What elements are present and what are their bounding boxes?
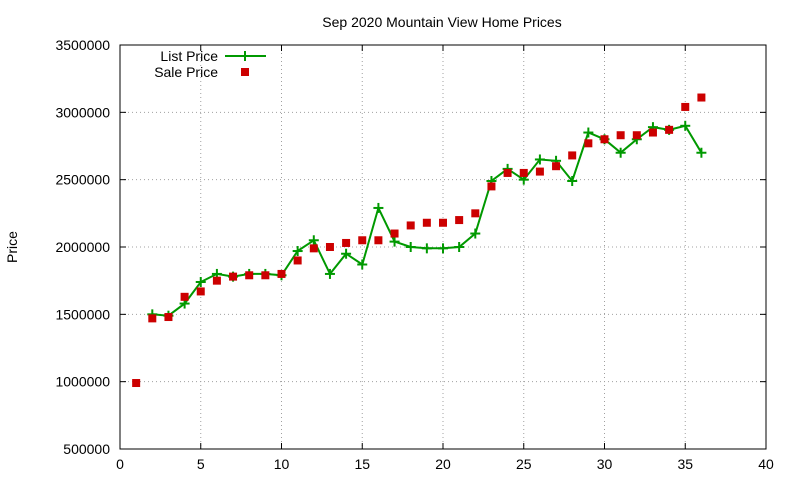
x-tick-label: 20 (435, 456, 451, 472)
data-point (180, 292, 189, 301)
data-point (696, 147, 707, 158)
data-point (567, 176, 578, 187)
data-point (583, 127, 594, 138)
data-point (229, 272, 238, 281)
y-tick-label: 500000 (63, 441, 110, 457)
data-point (277, 269, 286, 278)
chart-title: Sep 2020 Mountain View Home Prices (322, 14, 561, 30)
data-point (697, 93, 706, 102)
data-point (309, 244, 318, 253)
data-point (615, 147, 626, 158)
data-point (534, 154, 545, 165)
data-point (454, 242, 465, 252)
data-point (680, 120, 691, 131)
x-tick-label: 15 (354, 456, 370, 472)
data-point (132, 379, 141, 388)
x-tick-label: 30 (597, 456, 613, 472)
data-point (195, 277, 206, 288)
data-point (439, 218, 447, 227)
x-tick-label: 35 (677, 456, 693, 472)
plot-area (132, 93, 707, 388)
series-sale-price (132, 93, 706, 388)
data-point (405, 242, 416, 252)
data-point (455, 216, 464, 225)
data-point (600, 135, 609, 144)
x-tick-label: 10 (274, 456, 290, 472)
legend-marker (241, 68, 249, 76)
y-tick-label: 3500000 (55, 37, 110, 53)
data-point (438, 243, 448, 254)
y-axis-label: Price (4, 231, 20, 263)
legend-label: List Price (160, 48, 218, 64)
data-point (324, 268, 335, 279)
data-point (308, 235, 319, 246)
data-point (665, 125, 674, 134)
y-tick-label: 1500000 (55, 306, 110, 322)
x-tick-label: 40 (758, 456, 774, 472)
data-point (196, 287, 205, 296)
data-point (681, 102, 690, 111)
data-point (358, 236, 367, 245)
data-point (632, 131, 641, 140)
data-point (357, 259, 368, 270)
data-point (552, 162, 561, 171)
x-tick-label: 5 (197, 456, 205, 472)
data-point (245, 271, 254, 280)
data-point (470, 228, 481, 239)
data-point (341, 248, 352, 259)
x-tick-label: 25 (516, 456, 532, 472)
data-point (406, 221, 415, 230)
data-point (487, 182, 496, 191)
data-point (568, 151, 577, 160)
data-point (422, 218, 431, 227)
y-tick-label: 2000000 (55, 239, 110, 255)
plot-frame (119, 44, 767, 450)
grid (120, 45, 766, 449)
x-tick-label: 0 (116, 456, 124, 472)
data-point (261, 271, 270, 280)
data-point (390, 229, 399, 238)
data-point (293, 256, 302, 265)
legend-marker (240, 51, 250, 61)
data-point (292, 246, 303, 257)
data-point (374, 236, 383, 245)
data-point (325, 243, 334, 251)
data-point (148, 314, 157, 323)
y-tick-label: 3000000 (55, 104, 110, 120)
y-tick-label: 1000000 (55, 374, 110, 390)
data-point (519, 168, 528, 177)
axes (119, 44, 767, 450)
y-tick-label: 2500000 (55, 172, 110, 188)
data-point (503, 168, 512, 177)
data-point (373, 202, 384, 213)
data-point (616, 131, 625, 140)
tick-labels: 0 5 10 15 20 25 30 35 40 500000 1000000 1500000 2000… (55, 37, 774, 472)
data-point (212, 276, 221, 285)
data-point (535, 167, 544, 176)
data-point (648, 128, 657, 137)
data-point (164, 313, 173, 322)
legend-label: Sale Price (154, 64, 218, 80)
data-point (421, 243, 432, 254)
data-point (471, 209, 480, 218)
data-point (389, 236, 400, 247)
data-point (584, 139, 593, 148)
data-point (342, 238, 351, 247)
